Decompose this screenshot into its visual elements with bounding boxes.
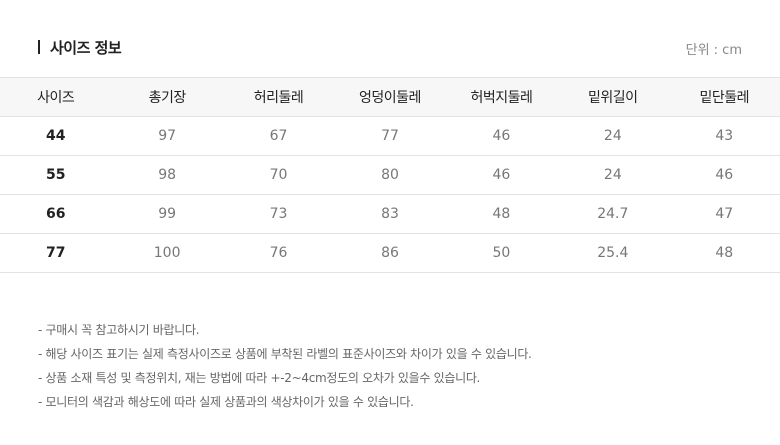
note-item: - 해당 사이즈 표기는 실제 측정사이즈로 상품에 부착된 라벨의 표준사이즈… bbox=[38, 347, 532, 361]
column-header: 허리둘레 bbox=[222, 77, 335, 117]
section-title: 사이즈 정보 bbox=[38, 37, 122, 57]
measurement-cell: 48 bbox=[445, 194, 558, 234]
section-title-text: 사이즈 정보 bbox=[50, 38, 122, 57]
measurement-cell: 47 bbox=[668, 194, 780, 234]
measurement-cell: 43 bbox=[668, 116, 780, 156]
measurement-cell: 46 bbox=[445, 155, 558, 195]
measurement-cell: 77 bbox=[334, 116, 446, 156]
column-header: 엉덩이둘레 bbox=[334, 77, 446, 117]
column-header: 밑단둘레 bbox=[668, 77, 780, 117]
measurement-cell: 24 bbox=[557, 116, 669, 156]
note-item: - 모니터의 색감과 해상도에 따라 실제 상품과의 색상차이가 있을 수 있습… bbox=[38, 395, 414, 409]
measurement-cell: 24.7 bbox=[557, 194, 669, 234]
notes-list: - 구매시 꼭 참고하시기 바랍니다. - 해당 사이즈 표기는 실제 측정사이즈… bbox=[38, 320, 532, 416]
table-row: 44 97 67 77 46 24 43 bbox=[0, 116, 780, 156]
size-cell: 44 bbox=[0, 116, 112, 156]
column-header: 사이즈 bbox=[0, 77, 112, 117]
measurement-cell: 76 bbox=[222, 233, 335, 273]
column-header: 총기장 bbox=[111, 77, 223, 117]
measurement-cell: 46 bbox=[445, 116, 558, 156]
note-item: - 구매시 꼭 참고하시기 바랍니다. bbox=[38, 323, 200, 337]
measurement-cell: 100 bbox=[111, 233, 223, 273]
measurement-cell: 50 bbox=[445, 233, 558, 273]
measurement-cell: 46 bbox=[668, 155, 780, 195]
column-header: 허벅지둘레 bbox=[445, 77, 558, 117]
table-row: 77 100 76 86 50 25.4 48 bbox=[0, 233, 780, 273]
size-cell: 55 bbox=[0, 155, 112, 195]
note-item: - 상품 소재 특성 및 측정위치, 재는 방법에 따라 +-2~4cm정도의 … bbox=[38, 371, 481, 385]
measurement-cell: 25.4 bbox=[557, 233, 669, 273]
title-bar-decoration bbox=[38, 40, 40, 54]
measurement-cell: 86 bbox=[334, 233, 446, 273]
measurement-cell: 73 bbox=[222, 194, 335, 234]
measurement-cell: 97 bbox=[111, 116, 223, 156]
table-header-row: 사이즈 총기장 허리둘레 엉덩이둘레 허벅지둘레 밑위길이 밑단둘레 bbox=[0, 77, 780, 117]
measurement-cell: 70 bbox=[222, 155, 335, 195]
measurement-cell: 48 bbox=[668, 233, 780, 273]
measurement-cell: 83 bbox=[334, 194, 446, 234]
size-table: 사이즈 총기장 허리둘레 엉덩이둘레 허벅지둘레 밑위길이 밑단둘레 44 97 67 77 46 2… bbox=[0, 77, 780, 273]
measurement-cell: 98 bbox=[111, 155, 223, 195]
table-row: 66 99 73 83 48 24.7 47 bbox=[0, 194, 780, 234]
size-cell: 66 bbox=[0, 194, 112, 234]
table-row: 55 98 70 80 46 24 46 bbox=[0, 155, 780, 195]
measurement-cell: 67 bbox=[222, 116, 335, 156]
measurement-cell: 99 bbox=[111, 194, 223, 234]
column-header: 밑위길이 bbox=[557, 77, 669, 117]
measurement-cell: 80 bbox=[334, 155, 446, 195]
measurement-cell: 24 bbox=[557, 155, 669, 195]
unit-label: 단위 : cm bbox=[685, 43, 742, 58]
size-cell: 77 bbox=[0, 233, 112, 273]
